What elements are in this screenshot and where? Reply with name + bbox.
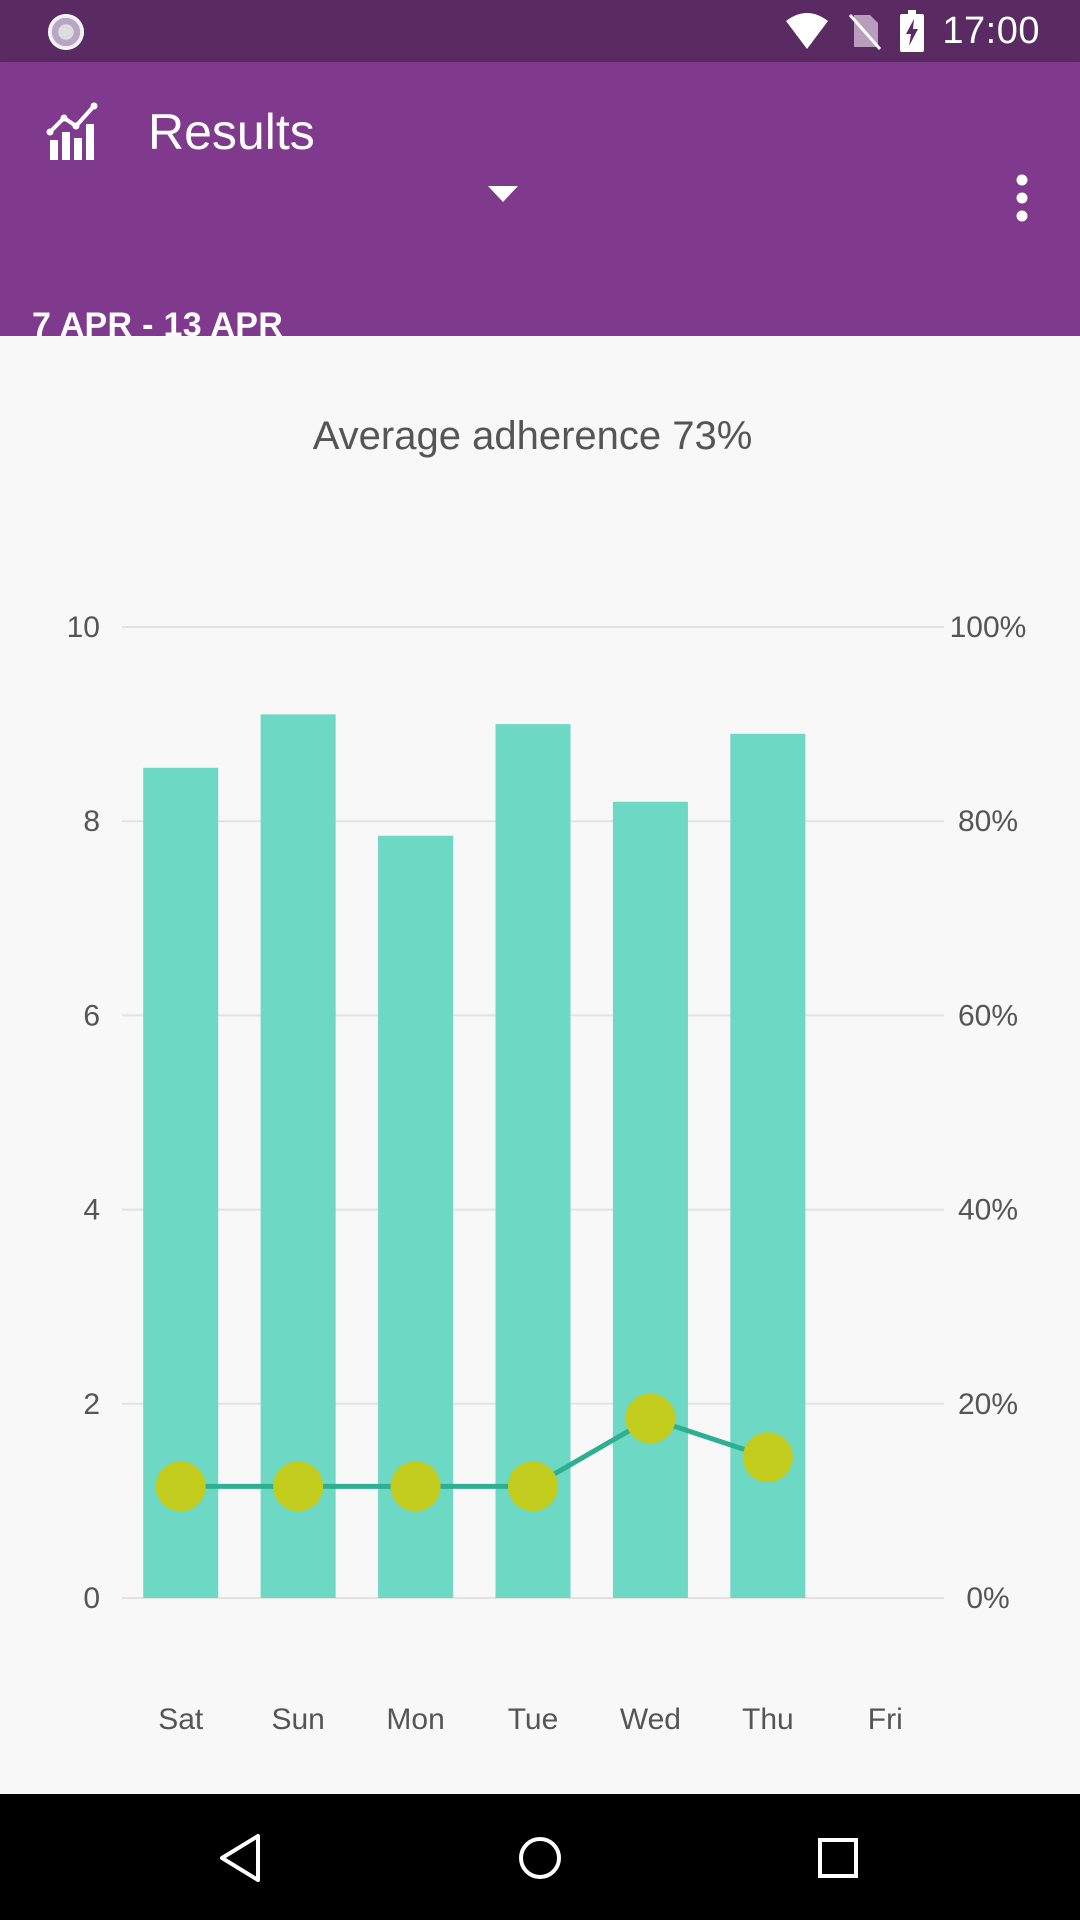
chart-icon[interactable] xyxy=(46,102,102,162)
x-tick-label: Sat xyxy=(158,1703,204,1736)
adherence-point[interactable] xyxy=(390,1461,441,1512)
title-spinner[interactable]: Results xyxy=(148,102,315,162)
x-tick-label: Fri xyxy=(868,1703,903,1736)
adherence-chart: 0 0% 2 20% 4 40% 6 60% 8 80% 10 100% Sat Sun Mon Tue Wed… xyxy=(67,611,1027,1736)
y-tick-label: 10 xyxy=(67,611,100,644)
y2-tick-label: 60% xyxy=(958,999,1018,1032)
x-tick-label: Thu xyxy=(742,1703,794,1736)
y2-tick-label: 0% xyxy=(966,1582,1009,1615)
chart-bar[interactable] xyxy=(495,724,571,1598)
chart-bar[interactable] xyxy=(260,714,336,1598)
y-tick-label: 2 xyxy=(83,1388,100,1421)
y-tick-label: 4 xyxy=(83,1194,100,1227)
more-vert-icon[interactable] xyxy=(1004,172,1040,224)
status-icons: 17:00 xyxy=(784,0,1040,62)
back-icon[interactable] xyxy=(214,1830,270,1886)
dropdown-arrow-icon[interactable] xyxy=(488,186,518,206)
adherence-point[interactable] xyxy=(625,1393,676,1444)
navigation-bar xyxy=(0,1794,1080,1920)
status-bar: 17:00 xyxy=(0,0,1080,62)
x-tick-label: Tue xyxy=(508,1703,559,1736)
recents-icon[interactable] xyxy=(810,1830,866,1886)
x-tick-label: Mon xyxy=(386,1703,444,1736)
y-tick-label: 6 xyxy=(83,999,100,1032)
y2-tick-label: 40% xyxy=(958,1194,1018,1227)
y2-tick-label: 20% xyxy=(958,1388,1018,1421)
y2-tick-label: 80% xyxy=(958,805,1018,838)
chart-bar[interactable] xyxy=(612,801,688,1598)
y2-tick-label: 100% xyxy=(950,611,1027,644)
battery-charging-icon xyxy=(900,10,925,52)
adherence-point[interactable] xyxy=(155,1461,206,1512)
adherence-point[interactable] xyxy=(273,1461,324,1512)
x-tick-label: Wed xyxy=(620,1703,681,1736)
no-sim-icon xyxy=(849,14,882,50)
adherence-point[interactable] xyxy=(742,1432,793,1483)
page-title: Results xyxy=(148,104,315,160)
chart-bar[interactable] xyxy=(143,767,219,1598)
home-icon[interactable] xyxy=(512,1830,568,1886)
wifi-icon xyxy=(786,13,829,49)
app-notification-icon xyxy=(48,14,84,50)
status-time: 17:00 xyxy=(942,9,1040,52)
app-bar: Results 7 APR - 13 APR xyxy=(0,62,1080,344)
y-tick-label: 0 xyxy=(83,1582,100,1615)
x-tick-label: Sun xyxy=(271,1703,324,1736)
chart-title: Average adherence 73% xyxy=(312,414,753,458)
y-tick-label: 8 xyxy=(83,805,100,838)
adherence-point[interactable] xyxy=(508,1461,558,1512)
